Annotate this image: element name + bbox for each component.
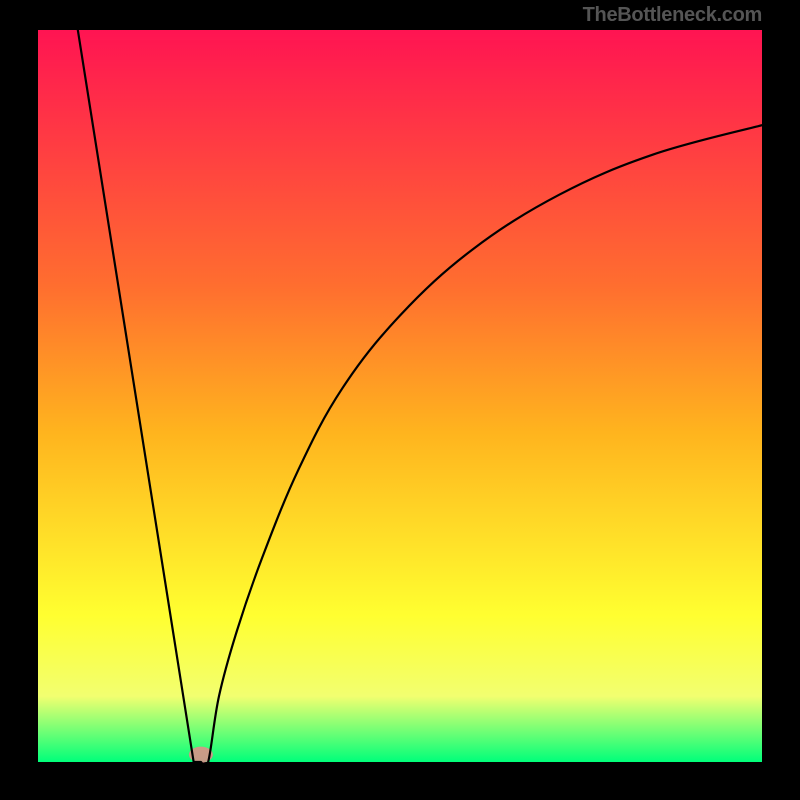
plot-area bbox=[38, 30, 762, 762]
curve-layer bbox=[38, 30, 762, 762]
bottleneck-curve bbox=[78, 30, 762, 767]
watermark-text: TheBottleneck.com bbox=[583, 4, 762, 27]
